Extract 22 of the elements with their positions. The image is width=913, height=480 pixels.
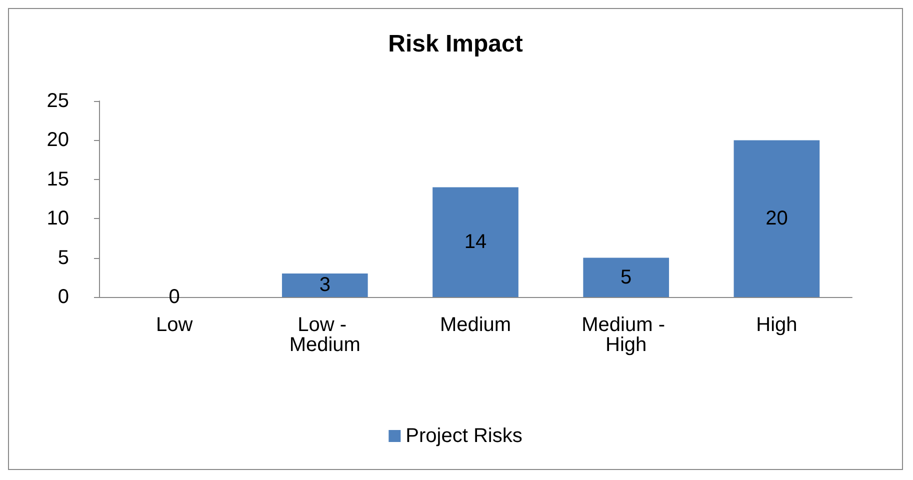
x-tick-label: High [756, 314, 798, 336]
data-label: 5 [620, 266, 632, 288]
y-tick-label: 20 [46, 129, 69, 152]
legend-label: Project Risks [406, 425, 522, 447]
bar [583, 258, 670, 297]
bar [282, 273, 368, 297]
y-tick-label: 25 [46, 90, 69, 112]
bar [734, 140, 820, 297]
data-label: 20 [766, 208, 788, 230]
y-tick-label: 15 [46, 168, 69, 190]
bar [432, 187, 518, 297]
x-tick-label: Low - Medium [289, 314, 360, 356]
y-tick-label: 5 [58, 246, 69, 269]
data-label: 3 [319, 274, 330, 296]
x-tick-label: Low [156, 314, 194, 336]
chart-title: Risk Impact [388, 30, 523, 58]
y-tick-label: 0 [58, 286, 69, 308]
y-tick-label: 10 [46, 208, 69, 230]
x-tick-label: Medium [440, 314, 512, 336]
data-label: 14 [464, 231, 487, 254]
x-tick-label: Medium - High [582, 314, 671, 356]
data-label: 0 [168, 286, 180, 308]
